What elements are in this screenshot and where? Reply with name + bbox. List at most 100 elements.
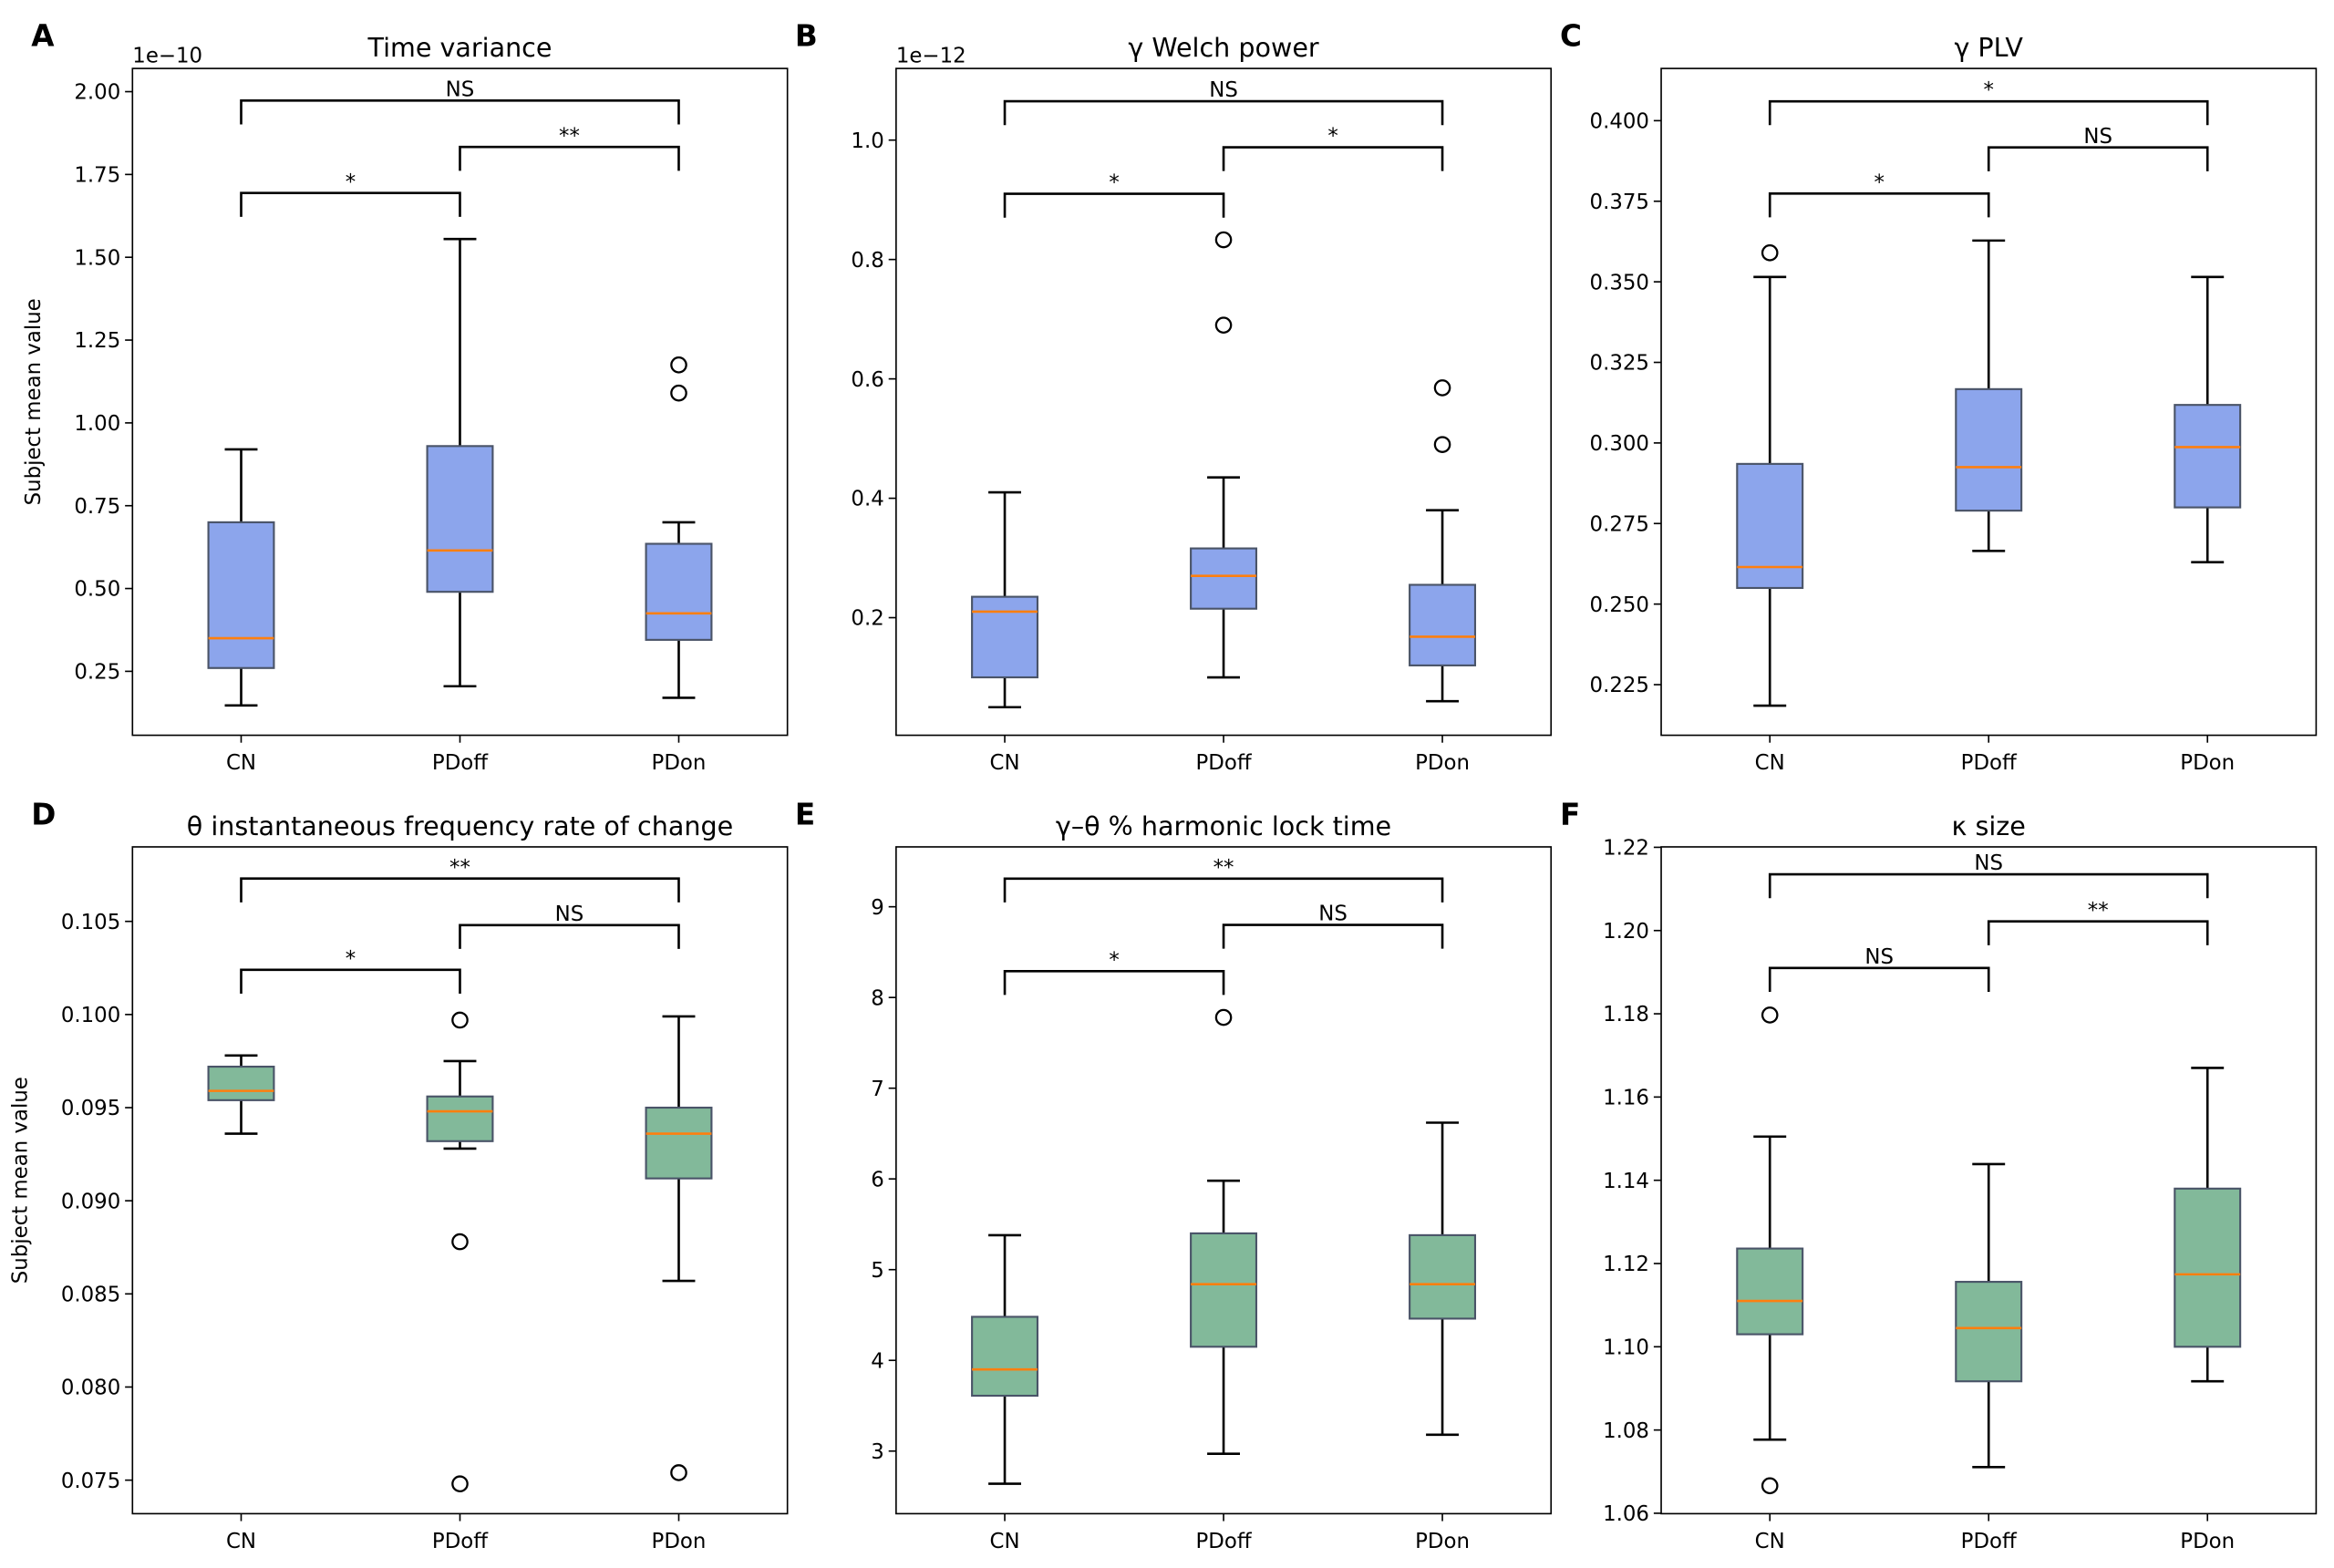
y-tick-label: 0.275 bbox=[1590, 512, 1649, 536]
box-pdon bbox=[645, 356, 713, 699]
significance-label: NS bbox=[2083, 125, 2112, 149]
axis-offset-text: 1e−12 bbox=[896, 45, 966, 68]
y-tick-label: 6 bbox=[871, 1168, 884, 1191]
y-tick-label: 0.075 bbox=[61, 1470, 120, 1493]
significance-label: ** bbox=[2088, 899, 2109, 923]
significance-label: * bbox=[1109, 171, 1119, 195]
iqr-box bbox=[426, 445, 494, 593]
significance-bracket bbox=[459, 145, 680, 171]
axes-frame bbox=[1660, 846, 2318, 1515]
x-tick-label: PDoff bbox=[1195, 1530, 1252, 1553]
significance-bracket bbox=[1003, 877, 1444, 903]
significance-bracket bbox=[240, 99, 680, 125]
box-pdoff bbox=[1190, 1008, 1258, 1456]
significance-bracket bbox=[1222, 146, 1444, 171]
y-tick-label: 2.00 bbox=[74, 81, 120, 105]
significance-bracket bbox=[1987, 146, 2209, 171]
y-tick-label: 4 bbox=[871, 1349, 884, 1373]
panel-title: κ size bbox=[1952, 810, 2026, 841]
x-tick-label: PDoff bbox=[432, 1530, 489, 1553]
significance-bracket bbox=[1768, 191, 1990, 218]
y-tick-label: 1.20 bbox=[1603, 920, 1649, 944]
x-tick-label: CN bbox=[1755, 751, 1785, 775]
outlier-point bbox=[1214, 1008, 1233, 1026]
y-tick-label: 1.00 bbox=[74, 412, 120, 436]
y-tick-label: 0.080 bbox=[61, 1377, 120, 1400]
y-tick-label: 1.10 bbox=[1603, 1336, 1649, 1359]
axes-frame bbox=[1660, 67, 2318, 737]
box-pdoff bbox=[426, 237, 494, 688]
box-pdon bbox=[2174, 1067, 2242, 1383]
y-tick-label: 3 bbox=[871, 1440, 884, 1464]
y-tick-label: 0.300 bbox=[1590, 432, 1649, 456]
y-tick-label: 8 bbox=[871, 986, 884, 1010]
y-tick-label: 7 bbox=[871, 1078, 884, 1101]
significance-label: * bbox=[346, 170, 356, 194]
x-tick-label: PDon bbox=[652, 1530, 707, 1553]
y-tick-label: 0.105 bbox=[61, 911, 120, 934]
significance-label: * bbox=[1109, 948, 1119, 972]
panel-title: γ PLV bbox=[1954, 32, 2023, 63]
y-tick-label: 0.250 bbox=[1590, 593, 1649, 617]
significance-bracket bbox=[1987, 920, 2209, 945]
y-tick-label: 0.25 bbox=[74, 661, 120, 685]
iqr-box bbox=[1409, 583, 1477, 666]
outlier-point bbox=[670, 1464, 687, 1481]
x-tick-label: PDoff bbox=[1195, 751, 1252, 775]
box-cn bbox=[207, 1054, 275, 1135]
x-tick-label: CN bbox=[990, 1530, 1020, 1553]
significance-label: * bbox=[346, 947, 356, 971]
significance-label: NS bbox=[1864, 945, 1894, 969]
iqr-box bbox=[1736, 462, 1804, 590]
iqr-box bbox=[1736, 1247, 1804, 1336]
significance-label: ** bbox=[449, 856, 470, 880]
significance-label: * bbox=[1874, 170, 1885, 194]
y-tick-label: 0.350 bbox=[1590, 271, 1649, 294]
y-tick-label: 1.25 bbox=[74, 329, 120, 353]
iqr-box bbox=[207, 1066, 275, 1101]
significance-label: * bbox=[1984, 78, 1994, 102]
significance-label: NS bbox=[1209, 78, 1238, 102]
y-axis-label: Subject mean value bbox=[8, 1077, 32, 1284]
box-pdoff bbox=[1955, 1162, 2023, 1469]
box-cn bbox=[207, 448, 275, 707]
panel-letter: E bbox=[795, 797, 815, 831]
y-tick-label: 0.375 bbox=[1590, 191, 1649, 214]
axes-frame bbox=[131, 846, 789, 1515]
y-tick-label: 1.75 bbox=[74, 164, 120, 188]
significance-bracket bbox=[1768, 872, 2209, 899]
significance-bracket bbox=[1003, 192, 1225, 218]
iqr-box bbox=[426, 1095, 494, 1142]
box-cn bbox=[971, 1233, 1039, 1485]
y-tick-label: 1.06 bbox=[1603, 1502, 1649, 1526]
significance-label: NS bbox=[446, 77, 475, 101]
outlier-point bbox=[451, 1233, 469, 1251]
y-tick-label: 0.225 bbox=[1590, 674, 1649, 697]
y-tick-label: 0.090 bbox=[61, 1190, 120, 1213]
box-pdoff bbox=[1955, 239, 2023, 552]
panel-letter: B bbox=[795, 19, 818, 54]
significance-label: NS bbox=[555, 903, 584, 926]
outlier-point bbox=[1761, 1006, 1779, 1024]
significance-label: NS bbox=[1318, 903, 1348, 926]
panel-title: γ–θ % harmonic lock time bbox=[1056, 810, 1391, 841]
y-tick-label: 1.08 bbox=[1603, 1419, 1649, 1443]
box-pdon bbox=[645, 1015, 713, 1481]
y-tick-label: 0.50 bbox=[74, 578, 120, 602]
significance-label: NS bbox=[1974, 851, 2003, 875]
iqr-box bbox=[1955, 387, 2023, 512]
significance-label: * bbox=[1327, 125, 1337, 149]
box-pdon bbox=[1409, 1121, 1477, 1437]
iqr-box bbox=[2174, 404, 2242, 509]
iqr-box bbox=[2174, 1187, 2242, 1348]
x-tick-label: CN bbox=[1755, 1530, 1785, 1553]
significance-bracket bbox=[240, 191, 461, 217]
box-pdoff bbox=[426, 1011, 494, 1493]
box-cn bbox=[1736, 1006, 1804, 1495]
outlier-point bbox=[451, 1011, 469, 1029]
significance-bracket bbox=[1768, 966, 1990, 992]
panel-a: A Time variance 1e−10 Subject mean value 0.2… bbox=[22, 19, 789, 775]
